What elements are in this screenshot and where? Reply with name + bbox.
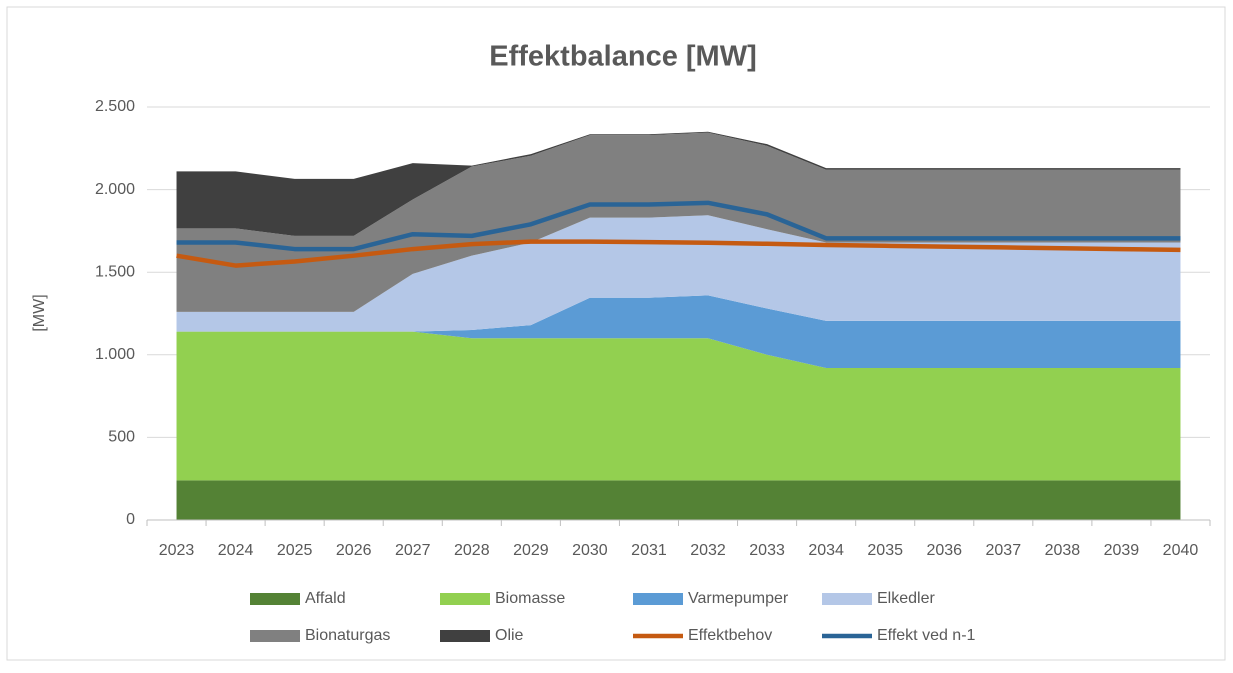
legend-label: Olie [495, 627, 524, 644]
y-tick-label: 2.500 [95, 98, 135, 115]
legend-swatch [250, 630, 300, 642]
x-tick-label: 2030 [572, 542, 608, 559]
x-tick-label: 2040 [1163, 542, 1199, 559]
chart-title: Effektbalance [MW] [489, 41, 756, 73]
legend-swatch [250, 593, 300, 605]
x-tick-label: 2036 [926, 542, 962, 559]
legend-label: Effektbehov [688, 627, 772, 644]
area [176, 331, 1181, 481]
x-tick-label: 2039 [1104, 542, 1140, 559]
legend-label: Affald [305, 590, 346, 607]
legend-swatch [440, 630, 490, 642]
legend-swatch [822, 593, 872, 605]
x-tick-label: 2034 [808, 542, 844, 559]
x-tick-label: 2037 [986, 542, 1022, 559]
x-tick-label: 2029 [513, 542, 549, 559]
legend-swatch [440, 593, 490, 605]
x-tick-label: 2038 [1045, 542, 1081, 559]
legend-label: Biomasse [495, 590, 565, 607]
y-axis-label: [MW] [31, 294, 48, 331]
x-tick-label: 2028 [454, 542, 490, 559]
x-tick-label: 2024 [218, 542, 254, 559]
area [176, 131, 1181, 236]
y-tick-label: 500 [108, 429, 135, 446]
area [176, 295, 1181, 369]
y-tick-label: 1.500 [95, 263, 135, 280]
x-tick-label: 2025 [277, 542, 313, 559]
x-tick-label: 2035 [867, 542, 903, 559]
legend-label: Varmepumper [688, 590, 789, 607]
legend-swatch [633, 593, 683, 605]
legend-label: Bionaturgas [305, 627, 390, 644]
line [176, 239, 1181, 268]
legend-label: Effekt ved n-1 [877, 627, 976, 644]
y-tick-label: 2.000 [95, 181, 135, 198]
y-tick-label: 1.000 [95, 346, 135, 363]
x-tick-label: 2026 [336, 542, 372, 559]
x-tick-label: 2032 [690, 542, 726, 559]
area [176, 132, 1181, 312]
y-tick-label: 0 [126, 511, 135, 528]
x-tick-label: 2027 [395, 542, 431, 559]
x-tick-label: 2031 [631, 542, 667, 559]
line [176, 200, 1181, 252]
x-tick-label: 2023 [159, 542, 195, 559]
area [176, 480, 1181, 520]
legend-label: Elkedler [877, 590, 935, 607]
x-tick-label: 2033 [749, 542, 785, 559]
